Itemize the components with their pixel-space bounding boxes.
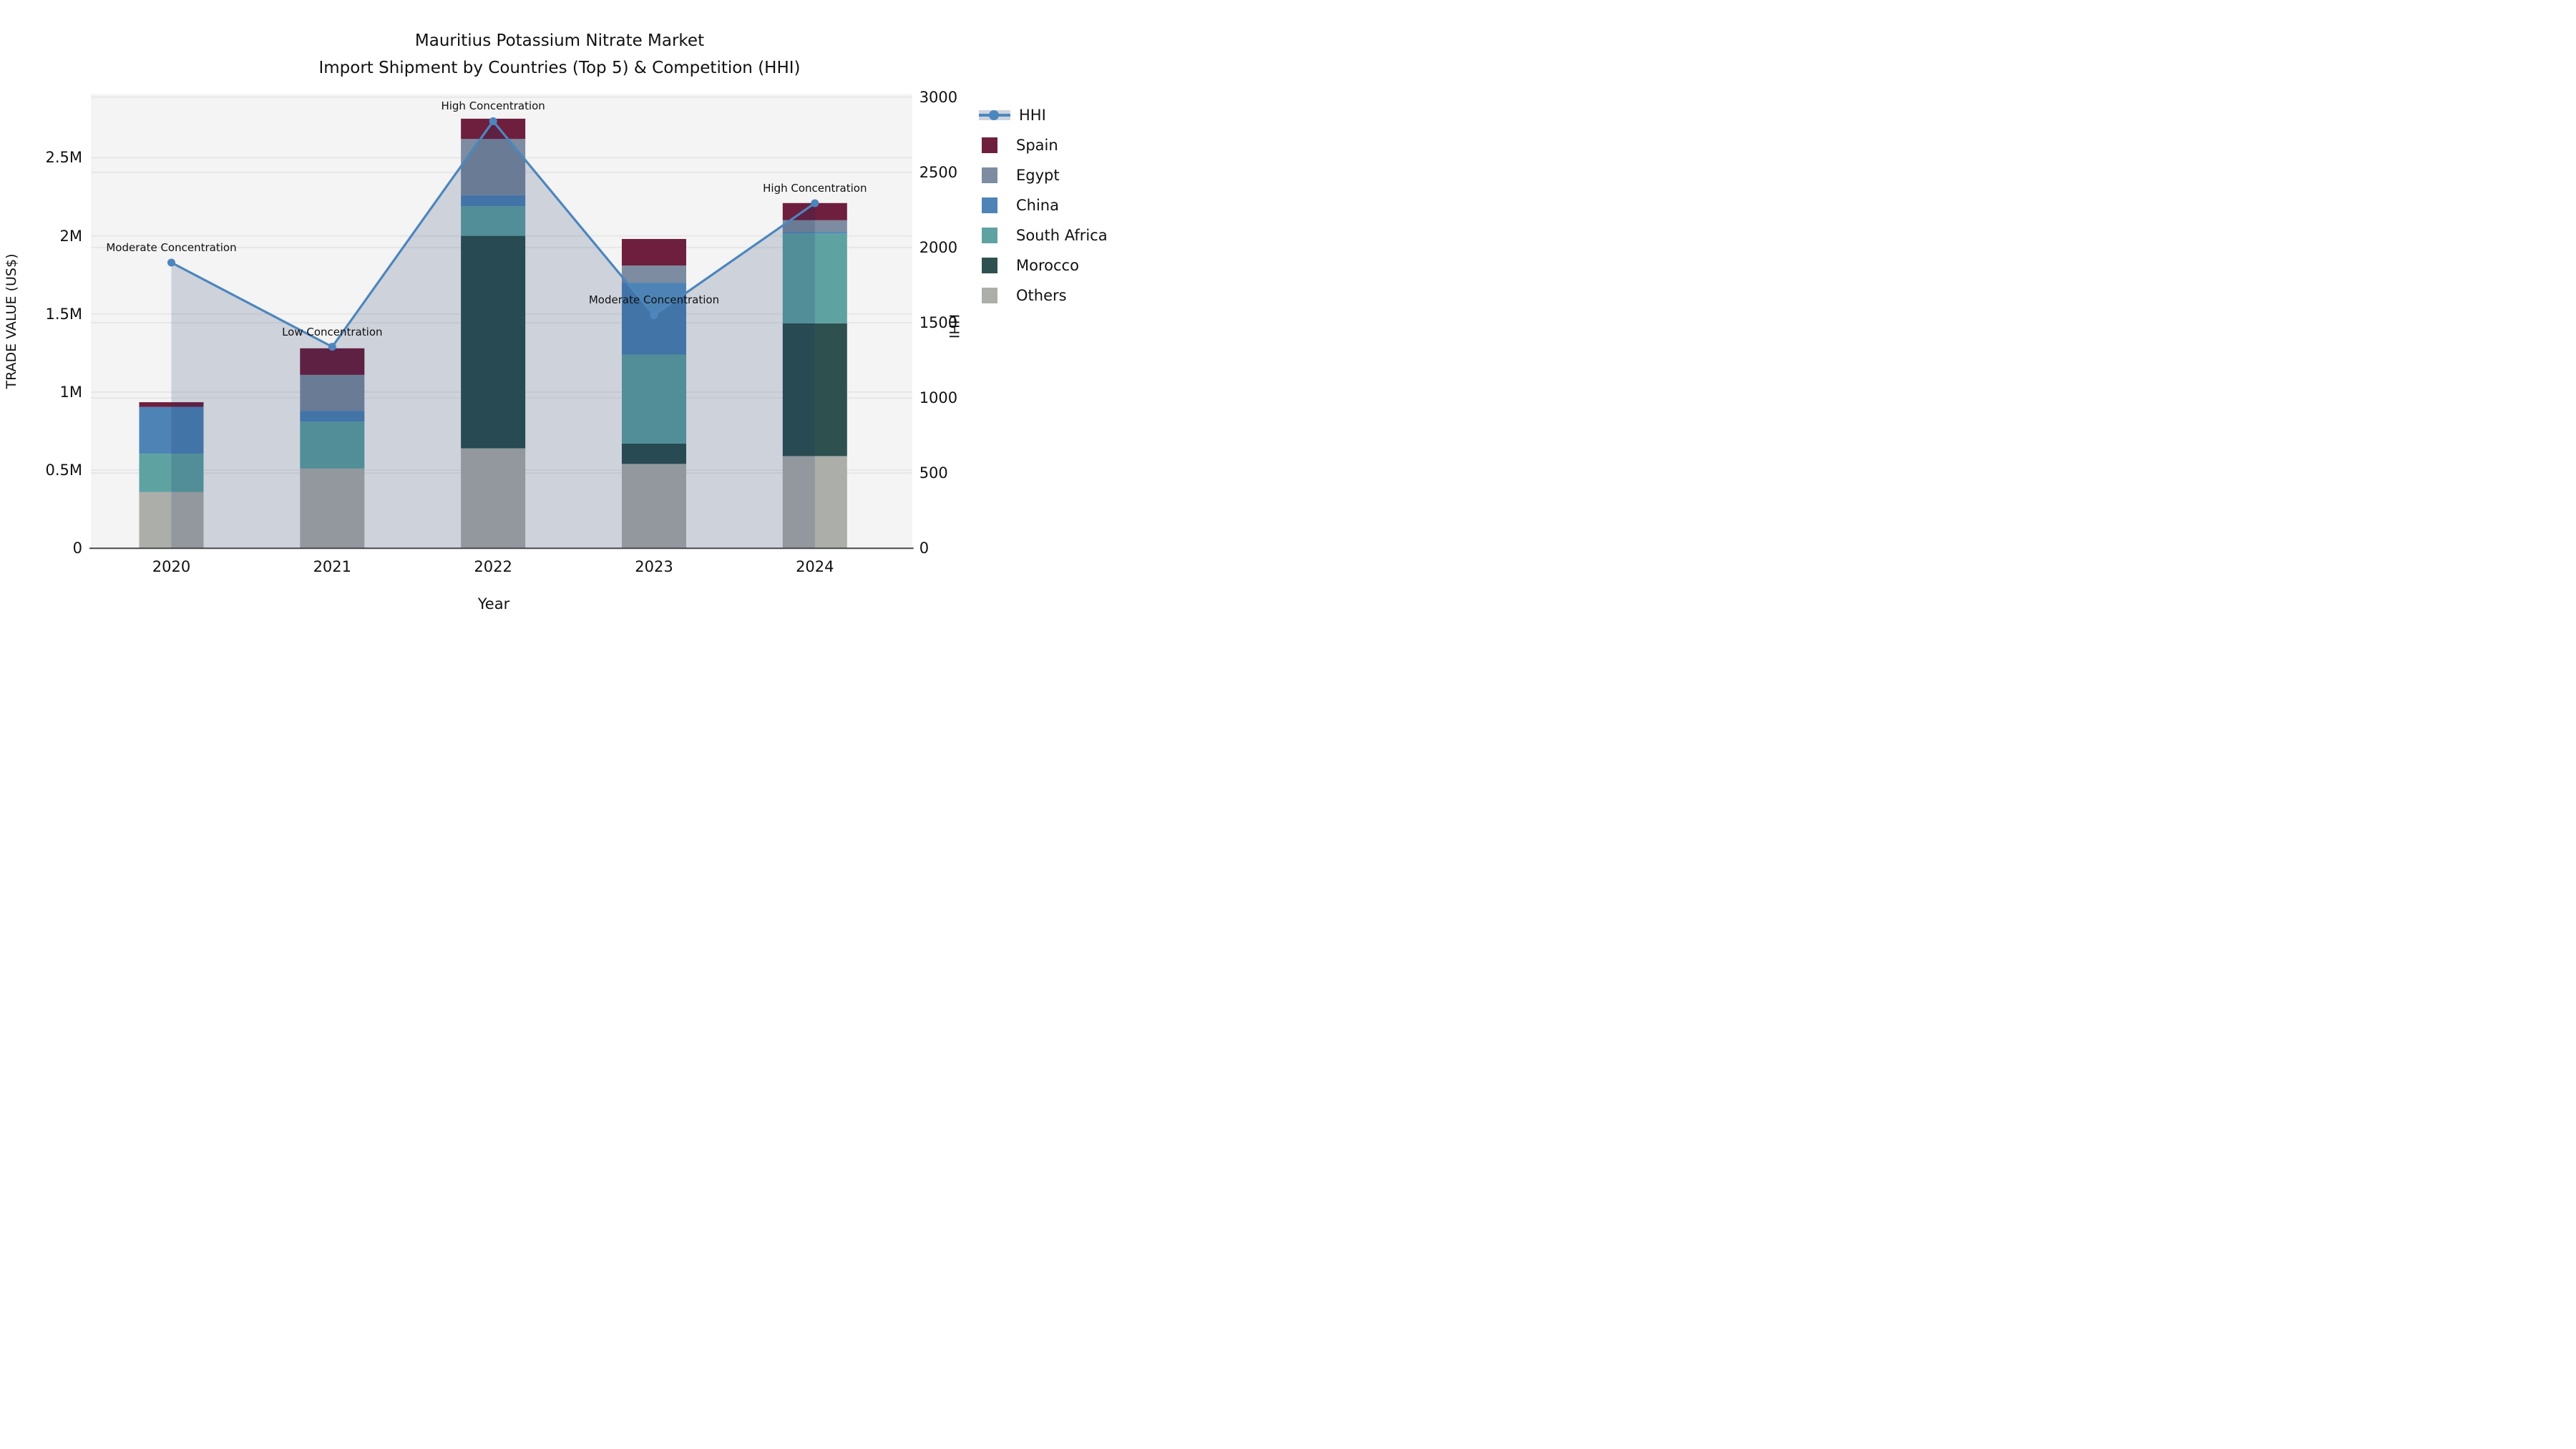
bar-segment-china-2022 xyxy=(461,195,526,207)
legend-item-spain: Spain xyxy=(982,130,1108,160)
bar-segment-others-2023 xyxy=(621,464,686,549)
bar-segment-south-africa-2023 xyxy=(621,354,686,444)
legend-swatch-morocco xyxy=(982,258,997,273)
bar-segment-others-2022 xyxy=(461,448,526,549)
legend-swatch-china xyxy=(982,197,997,213)
legend-item-morocco: Morocco xyxy=(982,250,1108,280)
hhi-marker-2020 xyxy=(167,258,175,267)
legend-label-south-africa: South Africa xyxy=(1016,227,1108,244)
bar-segment-south-africa-2021 xyxy=(300,421,365,469)
y-axis-title-left: TRADE VALUE (US$) xyxy=(4,253,19,389)
hhi-marker-2023 xyxy=(650,311,658,319)
x-axis-title: Year xyxy=(477,595,510,613)
bar-segment-south-africa-2020 xyxy=(139,454,204,492)
plot-area-graphics xyxy=(89,94,914,550)
legend-swatch-others xyxy=(982,288,997,303)
bar-segment-others-2020 xyxy=(139,492,204,549)
bar-segment-morocco-2023 xyxy=(621,443,686,464)
bar-segment-spain-2020 xyxy=(139,402,204,407)
legend-item-egypt: Egypt xyxy=(982,160,1108,190)
bar-segment-south-africa-2024 xyxy=(782,233,847,323)
legend-item-china: China xyxy=(982,190,1108,220)
legend-label-hhi: HHI xyxy=(1019,107,1046,124)
legend-label-china: China xyxy=(1016,197,1059,214)
legend-label-morocco: Morocco xyxy=(1016,257,1079,274)
legend-label-egypt: Egypt xyxy=(1016,167,1060,184)
legend-swatch-south-africa xyxy=(982,228,997,243)
hhi-area-fill xyxy=(171,121,815,549)
bar-segment-others-2024 xyxy=(782,456,847,549)
legend-item-south-africa: South Africa xyxy=(982,220,1108,250)
legend: HHI Spain Egypt China South Africa Morocco Oth… xyxy=(979,100,1108,311)
legend-swatch-egypt xyxy=(982,167,997,183)
legend-hhi-line-swatch xyxy=(979,110,1010,120)
bar-segment-egypt-2023 xyxy=(621,265,686,283)
chart-canvas: Mauritius Potassium Nitrate Market Impor… xyxy=(0,0,1145,644)
hhi-marker-2022 xyxy=(489,117,497,125)
bar-segment-china-2021 xyxy=(300,411,365,422)
legend-label-others: Others xyxy=(1016,287,1067,304)
bar-segment-china-2024 xyxy=(782,232,847,234)
hhi-marker-2021 xyxy=(328,343,336,351)
legend-label-spain: Spain xyxy=(1016,137,1058,154)
bar-segment-egypt-2024 xyxy=(782,220,847,233)
bar-segment-spain-2021 xyxy=(300,348,365,375)
bar-segment-egypt-2021 xyxy=(300,374,365,411)
hhi-marker-2024 xyxy=(811,199,819,208)
y-axis-title-right: HHI xyxy=(946,313,962,339)
chart-title-line1: Mauritius Potassium Nitrate Market xyxy=(414,31,705,50)
legend-item-others: Others xyxy=(982,280,1108,311)
bar-segment-morocco-2024 xyxy=(782,323,847,457)
legend-item-hhi: HHI xyxy=(979,100,1108,130)
bar-segment-morocco-2022 xyxy=(461,235,526,449)
bar-segment-china-2020 xyxy=(139,406,204,454)
bar-segment-spain-2023 xyxy=(621,238,686,266)
chart-title-line2: Import Shipment by Countries (Top 5) & C… xyxy=(318,59,801,77)
bar-segment-south-africa-2022 xyxy=(461,206,526,236)
bar-segment-others-2021 xyxy=(300,468,365,549)
legend-swatch-spain xyxy=(982,137,997,153)
